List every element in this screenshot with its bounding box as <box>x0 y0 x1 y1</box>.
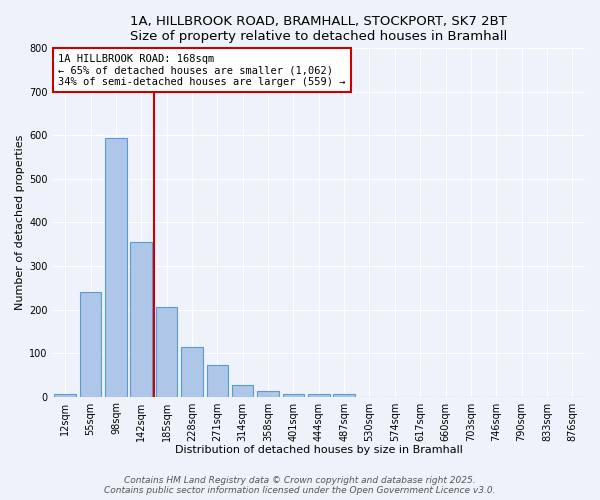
Bar <box>80 292 101 397</box>
Y-axis label: Number of detached properties: Number of detached properties <box>15 135 25 310</box>
Bar <box>257 392 279 396</box>
Bar <box>334 394 355 396</box>
Bar <box>181 346 203 397</box>
Bar <box>206 366 228 396</box>
Bar <box>232 385 253 396</box>
Text: Contains HM Land Registry data © Crown copyright and database right 2025.
Contai: Contains HM Land Registry data © Crown c… <box>104 476 496 495</box>
Bar <box>283 394 304 396</box>
Text: 1A HILLBROOK ROAD: 168sqm
← 65% of detached houses are smaller (1,062)
34% of se: 1A HILLBROOK ROAD: 168sqm ← 65% of detac… <box>58 54 346 87</box>
Bar <box>105 138 127 396</box>
Title: 1A, HILLBROOK ROAD, BRAMHALL, STOCKPORT, SK7 2BT
Size of property relative to de: 1A, HILLBROOK ROAD, BRAMHALL, STOCKPORT,… <box>130 15 508 43</box>
Bar <box>156 308 178 396</box>
Bar <box>308 394 329 396</box>
Bar <box>55 394 76 396</box>
X-axis label: Distribution of detached houses by size in Bramhall: Distribution of detached houses by size … <box>175 445 463 455</box>
Bar <box>130 242 152 396</box>
